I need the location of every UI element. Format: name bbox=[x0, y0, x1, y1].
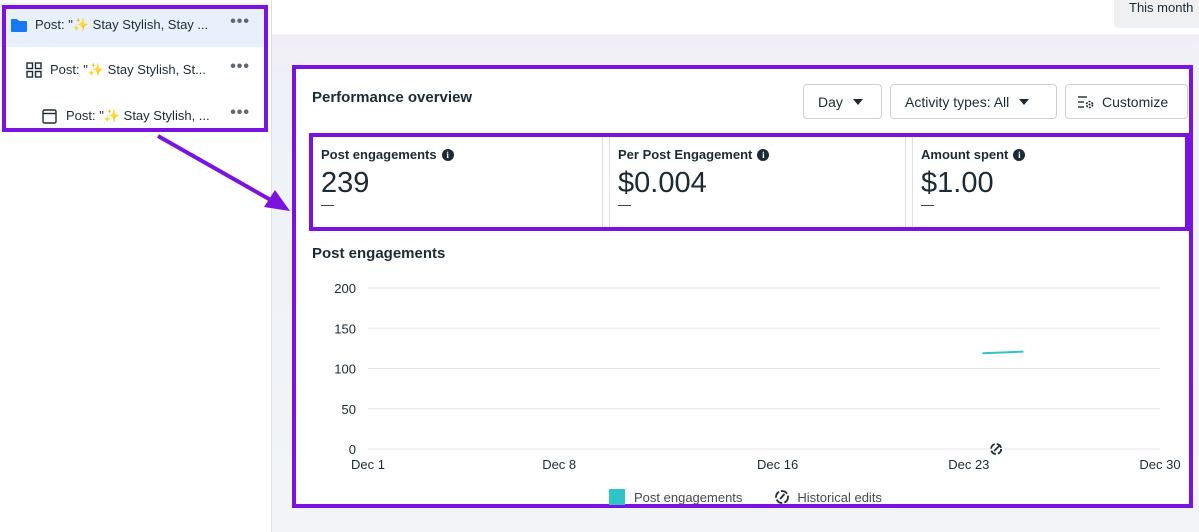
campaign-name: Post: "✨ Stay Stylish, Stay ... bbox=[35, 17, 209, 32]
y-tick-label: 100 bbox=[334, 362, 356, 377]
metric-value: 239 bbox=[321, 167, 370, 199]
campaign-tree-panel: Post: "✨ Stay Stylish, Stay ... ••• Post… bbox=[0, 0, 272, 532]
info-icon[interactable]: i bbox=[441, 148, 454, 161]
customize-button[interactable]: Customize bbox=[1065, 84, 1188, 119]
metric-amount-spent[interactable]: Amount spent i $1.00 — bbox=[913, 137, 1199, 227]
historical-edits-icon bbox=[775, 490, 790, 504]
chart-title: Post engagements bbox=[312, 245, 446, 262]
adset-more-button[interactable]: ••• bbox=[230, 58, 250, 75]
metric-delta: — bbox=[321, 197, 334, 212]
info-icon[interactable]: i bbox=[1013, 148, 1026, 161]
metric-value: $0.004 bbox=[618, 167, 707, 199]
x-tick-label: Dec 8 bbox=[542, 457, 576, 472]
tree-row-adset[interactable]: Post: "✨ Stay Stylish, St... ••• bbox=[0, 48, 268, 92]
metric-label-wrap: Per Post Engagement i bbox=[618, 147, 905, 162]
metric-delta: — bbox=[618, 197, 631, 212]
y-tick-label: 200 bbox=[334, 281, 356, 296]
caret-down-icon bbox=[1019, 98, 1030, 105]
metric-delta: — bbox=[921, 197, 934, 212]
day-dropdown[interactable]: Day bbox=[803, 84, 882, 119]
metric-divider bbox=[905, 137, 913, 227]
metric-label: Post engagements bbox=[321, 147, 437, 162]
metric-post-engagements[interactable]: Post engagements i 239 — bbox=[313, 137, 602, 227]
ad-more-button[interactable]: ••• bbox=[230, 104, 250, 121]
folder-icon bbox=[11, 19, 27, 32]
ad-page-icon bbox=[42, 108, 57, 124]
metric-label-wrap: Amount spent i bbox=[921, 147, 1199, 162]
x-tick-label: Dec 16 bbox=[757, 457, 798, 472]
x-tick-label: Dec 30 bbox=[1139, 457, 1180, 472]
date-range-button[interactable]: This month bbox=[1114, 0, 1199, 28]
x-tick-label: Dec 23 bbox=[948, 457, 989, 472]
customize-settings-icon bbox=[1078, 95, 1094, 108]
grid-icon bbox=[26, 62, 42, 78]
metric-divider bbox=[602, 137, 610, 227]
ad-name: Post: "✨ Stay Stylish, ... bbox=[66, 108, 210, 123]
day-dropdown-label: Day bbox=[818, 93, 843, 110]
metric-label: Per Post Engagement bbox=[618, 147, 753, 162]
y-tick-label: 0 bbox=[349, 442, 356, 457]
performance-overview-card: Performance overview Day Activity types:… bbox=[292, 65, 1193, 508]
metric-value: $1.00 bbox=[921, 167, 994, 199]
legend-swatch-post-engagements[interactable] bbox=[609, 489, 625, 505]
campaign-more-button[interactable]: ••• bbox=[230, 13, 250, 30]
post-engagements-chart: 0 50 100 150 200 Dec 1 Dec 8 Dec 16 Dec 23 Dec 30 bbox=[334, 281, 1180, 472]
metrics-summary: Post engagements i 239 — Per Post Engage… bbox=[309, 133, 1189, 231]
customize-label: Customize bbox=[1102, 93, 1169, 110]
y-tick-label: 150 bbox=[334, 321, 356, 336]
main-content: This month Performance overview Day Acti… bbox=[272, 0, 1199, 532]
activity-types-dropdown[interactable]: Activity types: All bbox=[890, 84, 1057, 119]
legend-label-post-engagements: Post engagements bbox=[634, 489, 743, 505]
y-tick-label: 50 bbox=[342, 402, 356, 417]
x-tick-label: Dec 1 bbox=[351, 457, 385, 472]
activity-types-label: Activity types: All bbox=[905, 93, 1010, 110]
series-line-post-engagements bbox=[982, 350, 1024, 355]
metric-per-post-engagement[interactable]: Per Post Engagement i $0.004 — bbox=[610, 137, 905, 227]
historical-edit-marker-needle bbox=[993, 445, 1000, 452]
metric-label-wrap: Post engagements i bbox=[321, 147, 602, 162]
legend-label-historical-edits: Historical edits bbox=[797, 489, 882, 505]
chart-legend: Post engagements Historical edits bbox=[609, 489, 882, 505]
performance-title: Performance overview bbox=[312, 89, 473, 106]
adset-name: Post: "✨ Stay Stylish, St... bbox=[50, 62, 206, 77]
metric-label: Amount spent bbox=[921, 147, 1009, 162]
caret-down-icon bbox=[852, 98, 863, 105]
info-icon[interactable]: i bbox=[757, 148, 770, 161]
tree-row-ad[interactable]: Post: "✨ Stay Stylish, ... ••• bbox=[0, 94, 268, 138]
tree-row-campaign[interactable]: Post: "✨ Stay Stylish, Stay ... ••• bbox=[0, 3, 268, 47]
